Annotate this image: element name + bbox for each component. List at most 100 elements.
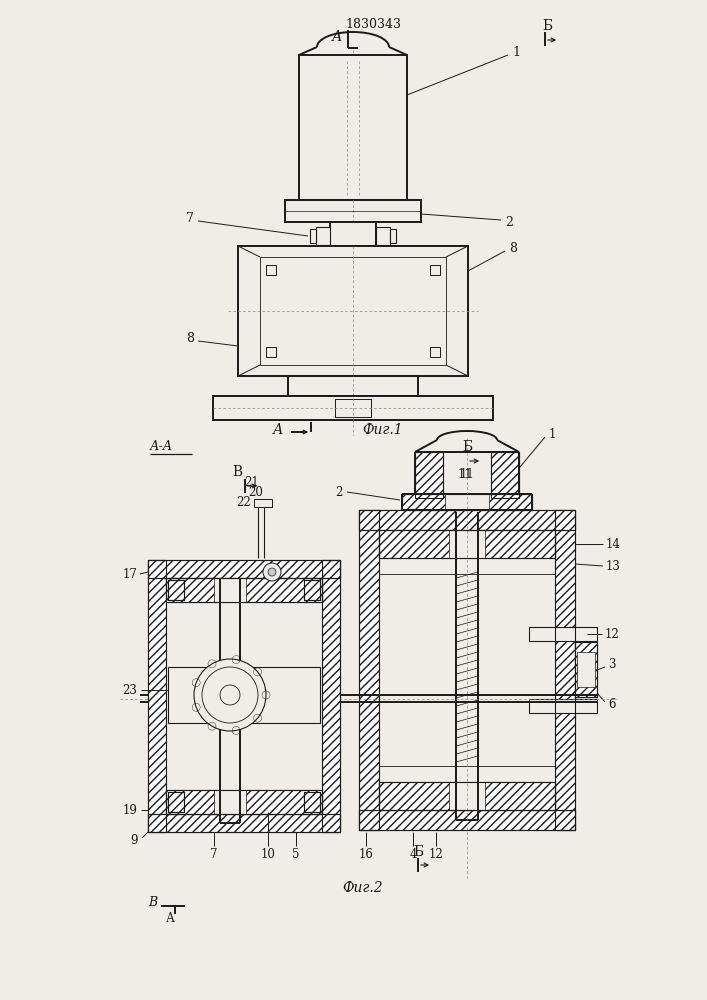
Bar [491, 452, 519, 498]
Text: 21: 21 [245, 477, 259, 489]
Bar [359, 510, 575, 530]
Circle shape [263, 563, 281, 581]
Bar [379, 530, 555, 558]
Bar [575, 642, 597, 697]
Bar [304, 580, 320, 600]
Bar [310, 229, 316, 243]
Text: 13: 13 [606, 560, 621, 572]
Bar [575, 642, 597, 697]
Bar [359, 510, 575, 530]
Text: 3: 3 [608, 658, 616, 672]
Bar [359, 810, 575, 830]
Bar [577, 652, 595, 687]
Circle shape [194, 659, 266, 731]
Text: А: А [332, 30, 342, 44]
Bar [168, 580, 184, 600]
Text: 12: 12 [428, 848, 443, 860]
Bar [379, 530, 555, 558]
Bar [430, 265, 440, 275]
Bar [322, 560, 340, 832]
Bar [390, 229, 396, 243]
Bar [148, 560, 340, 578]
Bar [166, 578, 322, 602]
Bar [166, 578, 322, 602]
Bar [443, 452, 491, 498]
Text: 11: 11 [457, 468, 472, 482]
Text: Б: Б [542, 19, 552, 33]
Circle shape [202, 667, 258, 723]
Bar [529, 627, 597, 641]
Bar [148, 814, 340, 832]
Bar [555, 510, 575, 830]
Bar [266, 265, 276, 275]
Circle shape [220, 685, 240, 705]
Bar [148, 560, 340, 578]
Bar [148, 560, 166, 832]
Text: 4: 4 [409, 848, 416, 860]
Bar [168, 580, 184, 600]
Bar [148, 814, 340, 832]
Bar [449, 530, 485, 558]
Bar [148, 560, 166, 832]
Bar [430, 347, 440, 357]
Text: А: А [165, 912, 175, 924]
Bar [304, 792, 320, 812]
Bar [266, 347, 276, 357]
Bar [166, 578, 322, 602]
Text: 8: 8 [509, 242, 517, 255]
Bar [402, 494, 532, 510]
Bar [168, 792, 184, 812]
Bar [260, 257, 446, 365]
Circle shape [268, 568, 276, 576]
Text: 8: 8 [186, 332, 194, 346]
Bar [359, 810, 575, 830]
Text: 5: 5 [292, 848, 300, 860]
Text: 1: 1 [512, 45, 520, 58]
Bar [148, 814, 340, 832]
Text: 2: 2 [505, 216, 513, 229]
Text: 9: 9 [130, 834, 138, 846]
Bar [379, 530, 555, 810]
Bar [359, 510, 575, 530]
Bar [148, 560, 340, 578]
Bar [288, 376, 418, 396]
Bar [359, 510, 379, 830]
Bar [415, 452, 443, 498]
Text: 7: 7 [186, 213, 194, 226]
Bar [376, 227, 390, 245]
Text: В: В [232, 465, 242, 479]
Text: 14: 14 [606, 538, 621, 550]
Bar [555, 510, 575, 830]
Bar [379, 782, 555, 810]
Bar [555, 510, 575, 830]
Text: 2: 2 [335, 486, 343, 498]
Bar [359, 810, 575, 830]
Bar [214, 578, 246, 602]
Text: 19: 19 [122, 804, 137, 816]
Bar [166, 790, 322, 814]
Bar [415, 452, 443, 498]
Bar [304, 580, 320, 600]
Bar [402, 494, 532, 510]
Text: А-А: А-А [150, 440, 173, 454]
Text: Б: Б [413, 845, 423, 859]
Text: 20: 20 [249, 487, 264, 499]
Bar [415, 452, 443, 498]
Text: 6: 6 [608, 698, 616, 712]
Bar [168, 792, 184, 812]
Bar [168, 792, 184, 812]
Bar [166, 578, 322, 814]
Bar [445, 494, 489, 510]
Bar [330, 222, 376, 246]
Text: Фиг.2: Фиг.2 [343, 881, 383, 895]
Bar [402, 494, 532, 510]
Text: Б: Б [462, 440, 472, 454]
Bar [304, 580, 320, 600]
Text: 1: 1 [549, 428, 556, 442]
Text: А: А [273, 423, 284, 437]
Bar [299, 55, 407, 200]
Text: 7: 7 [210, 848, 218, 860]
Bar [304, 792, 320, 812]
Text: 23: 23 [122, 684, 137, 696]
Bar [379, 782, 555, 810]
